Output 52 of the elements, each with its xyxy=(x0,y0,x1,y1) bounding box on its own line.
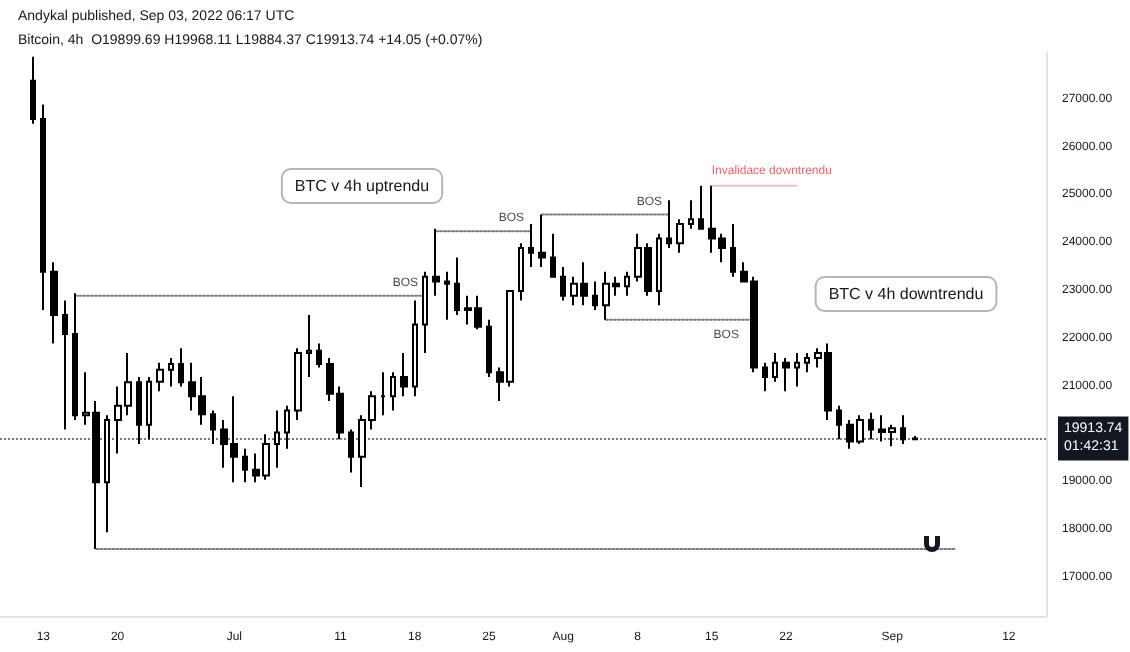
candlestick xyxy=(400,352,408,398)
candlestick xyxy=(624,270,630,297)
candlestick xyxy=(156,361,164,393)
candlestick xyxy=(676,218,684,254)
candlestick xyxy=(782,356,790,393)
candlestick xyxy=(900,414,906,445)
candlestick xyxy=(454,256,460,316)
candlestick xyxy=(794,352,800,388)
candlestick xyxy=(62,299,68,431)
candlestick xyxy=(412,299,418,398)
candlestick xyxy=(772,352,778,383)
candlestick xyxy=(698,184,704,230)
candlestick xyxy=(210,409,216,445)
candlestick xyxy=(528,223,534,269)
candlestick xyxy=(804,352,810,374)
candlestick xyxy=(348,428,354,474)
candlestick xyxy=(730,223,736,278)
candlestick xyxy=(836,404,842,441)
annotation: BTC v 4h uptrendu xyxy=(294,177,430,195)
candlestick xyxy=(762,361,768,393)
candlestick xyxy=(284,404,290,450)
candlestick xyxy=(136,376,142,445)
candlestick xyxy=(30,55,36,125)
candlestick xyxy=(390,371,396,412)
candlestick xyxy=(306,313,312,379)
candlestick xyxy=(178,347,184,388)
candlestick xyxy=(422,270,428,355)
candlestick xyxy=(592,280,598,312)
candlestick xyxy=(912,434,918,441)
candlestick xyxy=(242,447,248,484)
candlestick xyxy=(168,356,174,388)
candlestick xyxy=(146,376,152,441)
candlestick xyxy=(538,213,546,269)
candlestick xyxy=(518,242,524,302)
candlestick xyxy=(486,318,492,379)
candlestick xyxy=(40,103,46,312)
candlestick xyxy=(666,199,672,249)
candlestick xyxy=(868,411,874,441)
candlestick xyxy=(550,232,556,278)
candlestick xyxy=(656,232,662,307)
candlestick xyxy=(380,371,386,417)
candlestick xyxy=(688,199,694,230)
candlestick xyxy=(294,347,302,422)
candlestick xyxy=(72,292,78,422)
candlestick xyxy=(50,261,58,345)
candlestick xyxy=(316,342,322,369)
candlestick xyxy=(560,266,566,302)
candlestick xyxy=(432,227,440,297)
candlestick xyxy=(104,414,110,534)
candlestick xyxy=(274,409,280,469)
candlestick xyxy=(444,270,450,321)
annotation: BTC v 4h downtrendu xyxy=(828,285,984,303)
